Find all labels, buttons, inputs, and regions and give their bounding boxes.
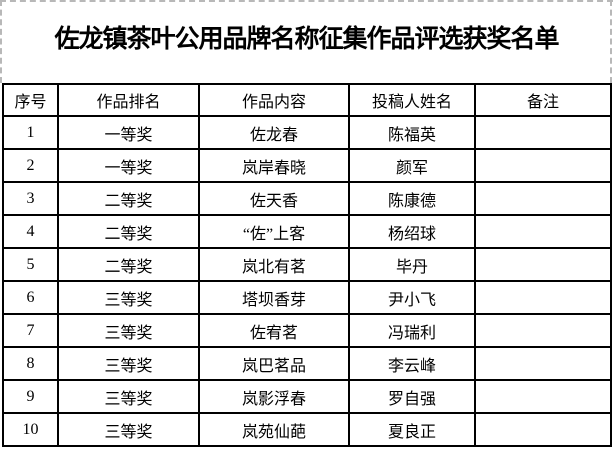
cell-name: 陈康德 [348,181,476,216]
cell-rank: 二等奖 [57,214,200,249]
table-header-row: 序号 作品排名 作品内容 投稿人姓名 备注 [2,83,612,117]
cell-name: 冯瑞利 [348,313,476,348]
table-row: 5 二等奖 岚北有茗 毕丹 [2,247,612,282]
cell-rank: 三等奖 [57,313,200,348]
table-row: 10 三等奖 岚苑仙葩 夏良正 [2,412,612,447]
cell-content: 岚影浮春 [198,379,350,414]
cell-index: 8 [2,346,59,381]
cell-note [474,280,612,315]
table-row: 2 一等奖 岚岸春晓 颜军 [2,148,612,183]
table-row: 1 一等奖 佐龙春 陈福英 [2,115,612,150]
table-body: 1 一等奖 佐龙春 陈福英 2 一等奖 岚岸春晓 颜军 3 二等奖 佐天香 陈康… [2,115,612,447]
cell-name: 毕丹 [348,247,476,282]
cell-content: 岚北有茗 [198,247,350,282]
cell-name: 尹小飞 [348,280,476,315]
cell-index: 4 [2,214,59,249]
cell-rank: 一等奖 [57,148,200,183]
cell-name: 罗自强 [348,379,476,414]
cell-name: 李云峰 [348,346,476,381]
award-table: 序号 作品排名 作品内容 投稿人姓名 备注 1 一等奖 佐龙春 陈福英 2 一等… [2,83,612,447]
cell-name: 陈福英 [348,115,476,150]
column-header-index: 序号 [2,83,59,117]
cell-content: 佐宥茗 [198,313,350,348]
cell-note [474,115,612,150]
table-row: 7 三等奖 佐宥茗 冯瑞利 [2,313,612,348]
column-header-note: 备注 [474,83,612,117]
cell-note [474,412,612,447]
cell-content: “佐”上客 [198,214,350,249]
cell-content: 岚巴茗品 [198,346,350,381]
table-row: 8 三等奖 岚巴茗品 李云峰 [2,346,612,381]
cell-index: 6 [2,280,59,315]
cell-note [474,346,612,381]
cell-index: 2 [2,148,59,183]
table-row: 3 二等奖 佐天香 陈康德 [2,181,612,216]
cell-index: 7 [2,313,59,348]
cell-content: 岚岸春晓 [198,148,350,183]
cell-rank: 二等奖 [57,181,200,216]
cell-note [474,148,612,183]
cell-content: 佐龙春 [198,115,350,150]
print-boundary-left [0,0,2,83]
cell-note [474,214,612,249]
cell-rank: 三等奖 [57,412,200,447]
cell-rank: 三等奖 [57,379,200,414]
cell-content: 岚苑仙葩 [198,412,350,447]
cell-name: 杨绍球 [348,214,476,249]
column-header-rank: 作品排名 [57,83,200,117]
cell-index: 3 [2,181,59,216]
cell-note [474,313,612,348]
cell-rank: 一等奖 [57,115,200,150]
column-header-content: 作品内容 [198,83,350,117]
cell-note [474,379,612,414]
cell-rank: 三等奖 [57,280,200,315]
table-row: 6 三等奖 塔坝香芽 尹小飞 [2,280,612,315]
page-title: 佐龙镇茶叶公用品牌名称征集作品评选获奖名单 [54,26,559,53]
cell-name: 夏良正 [348,412,476,447]
cell-note [474,181,612,216]
cell-index: 9 [2,379,59,414]
cell-content: 佐天香 [198,181,350,216]
column-header-name: 投稿人姓名 [348,83,476,117]
print-boundary-top [0,0,613,2]
cell-note [474,247,612,282]
cell-name: 颜军 [348,148,476,183]
table-row: 9 三等奖 岚影浮春 罗自强 [2,379,612,414]
table-row: 4 二等奖 “佐”上客 杨绍球 [2,214,612,249]
cell-rank: 二等奖 [57,247,200,282]
cell-index: 10 [2,412,59,447]
cell-index: 1 [2,115,59,150]
print-boundary-right [610,0,612,83]
cell-content: 塔坝香芽 [198,280,350,315]
cell-index: 5 [2,247,59,282]
cell-rank: 三等奖 [57,346,200,381]
